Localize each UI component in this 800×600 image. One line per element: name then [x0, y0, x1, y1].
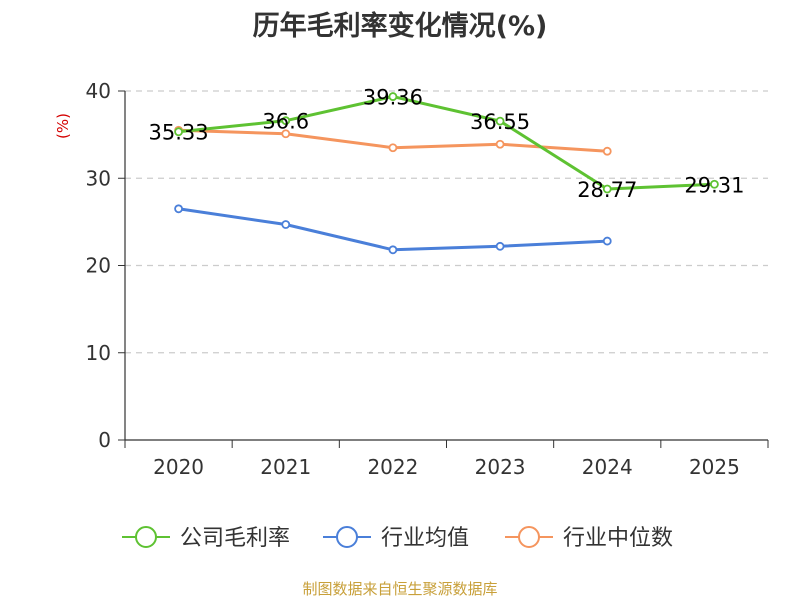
- data-point: [602, 236, 612, 246]
- data-label: 35.33: [149, 121, 209, 145]
- footer-source: 制图数据来自恒生聚源数据库: [302, 580, 498, 598]
- data-point: [281, 129, 291, 139]
- y-tick-label: 20: [86, 254, 111, 278]
- data-point: [602, 146, 612, 156]
- x-tick-label: 2021: [260, 455, 311, 479]
- x-tick-label: 2025: [689, 455, 740, 479]
- legend-marker: [336, 526, 358, 548]
- data-point: [388, 245, 398, 255]
- label-layer: 35.33 36.6 39.36 36.55 28.77 29.31: [149, 86, 745, 202]
- x-tick-label: 2022: [367, 455, 418, 479]
- data-point: [388, 143, 398, 153]
- y-tick-label: 0: [98, 428, 111, 452]
- data-point: [174, 127, 183, 137]
- data-label: 36.6: [262, 110, 309, 134]
- data-point: [281, 116, 291, 126]
- data-point: [495, 241, 505, 251]
- x-tick-label: 2024: [582, 455, 633, 479]
- data-point: [388, 92, 398, 101]
- legend-label: 行业中位数: [563, 526, 673, 551]
- grid-layer: [125, 90, 768, 354]
- legend-label: 公司毛利率: [180, 526, 290, 551]
- legend-label: 行业均值: [381, 526, 469, 551]
- y-tick-label: 40: [86, 79, 111, 103]
- data-point: [495, 116, 505, 126]
- data-point: [602, 184, 612, 194]
- chart-title: 历年毛利率变化情况(%): [252, 11, 548, 42]
- series-line-0: [178, 95, 715, 191]
- legend-marker: [135, 526, 157, 548]
- series-line-1: [178, 207, 608, 252]
- data-point: [710, 179, 719, 189]
- series-layer: [174, 92, 719, 255]
- data-point: [495, 139, 505, 149]
- data-point: [174, 204, 183, 214]
- legend-marker: [518, 526, 540, 548]
- data-label: 39.36: [363, 86, 423, 110]
- y-axis-unit: (%): [54, 113, 72, 139]
- x-tick-label: 2020: [153, 455, 204, 479]
- legend-layer: 公司毛利率 行业均值 行业中位数: [122, 526, 673, 551]
- y-tick-label: 10: [86, 341, 111, 365]
- data-label: 36.55: [470, 110, 530, 134]
- axis-layer: 0 10 20 30 40 2020 2021 2022 2023 2024 2025 (%): [54, 79, 769, 479]
- data-label: 28.77: [577, 178, 637, 202]
- data-label: 29.31: [684, 173, 744, 197]
- x-tick-label: 2023: [475, 455, 526, 479]
- y-tick-label: 30: [86, 166, 111, 190]
- data-point: [281, 220, 291, 229]
